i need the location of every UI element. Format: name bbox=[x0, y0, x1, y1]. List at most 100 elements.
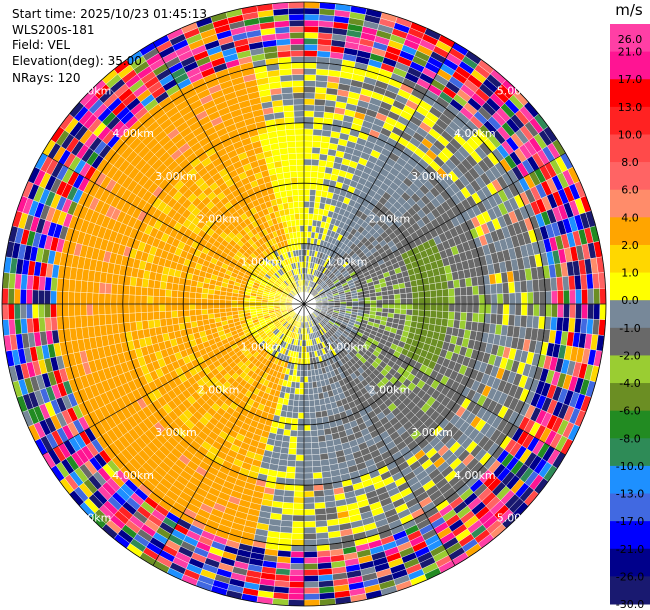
velocity-gate bbox=[195, 314, 203, 322]
velocity-gate bbox=[309, 417, 317, 425]
velocity-gate bbox=[406, 298, 413, 305]
velocity-gate bbox=[303, 496, 315, 504]
velocity-gate bbox=[520, 292, 528, 305]
velocity-gate bbox=[183, 309, 191, 317]
velocity-gate bbox=[303, 430, 312, 438]
velocity-gate bbox=[317, 429, 326, 437]
velocity-gate bbox=[98, 282, 106, 294]
velocity-gate bbox=[557, 303, 564, 318]
velocity-gate bbox=[32, 303, 39, 319]
velocity-gate bbox=[303, 370, 308, 377]
velocity-gate bbox=[134, 312, 142, 322]
velocity-gate bbox=[298, 400, 305, 407]
velocity-gate bbox=[424, 303, 431, 311]
velocity-gate bbox=[387, 294, 395, 300]
velocity-gate bbox=[581, 303, 589, 320]
velocity-gate bbox=[122, 303, 130, 314]
velocity-gate bbox=[292, 405, 299, 413]
velocity-gate bbox=[104, 313, 112, 325]
velocity-gate bbox=[313, 496, 325, 504]
velocity-gate bbox=[225, 299, 232, 305]
velocity-gate bbox=[294, 478, 305, 486]
velocity-gate bbox=[406, 303, 413, 310]
velocity-gate bbox=[177, 297, 184, 305]
velocity-gate bbox=[502, 314, 510, 326]
velocity-gate bbox=[128, 294, 136, 305]
velocity-gate bbox=[147, 311, 154, 321]
velocity-gate bbox=[303, 346, 307, 353]
velocity-gate bbox=[292, 508, 305, 516]
velocity-gate bbox=[399, 293, 407, 300]
velocity-gate bbox=[412, 303, 419, 311]
velocity-gate bbox=[411, 291, 419, 299]
velocity-gate bbox=[303, 557, 318, 564]
velocity-gate bbox=[306, 351, 310, 359]
velocity-gate bbox=[303, 460, 313, 468]
velocity-gate bbox=[307, 363, 312, 371]
velocity-gate bbox=[526, 279, 534, 293]
velocity-gate bbox=[315, 80, 328, 88]
velocity-gate bbox=[307, 369, 312, 377]
velocity-gate bbox=[1, 288, 9, 305]
velocity-gate bbox=[80, 303, 88, 316]
velocity-gate bbox=[219, 307, 227, 313]
velocity-gate bbox=[376, 303, 383, 309]
velocity-gate bbox=[411, 285, 419, 293]
velocity-gate bbox=[490, 313, 498, 325]
velocity-gate bbox=[291, 411, 299, 419]
velocity-gate bbox=[496, 283, 504, 295]
velocity-gate bbox=[460, 303, 468, 313]
velocity-gate bbox=[318, 159, 327, 167]
velocity-gate bbox=[599, 288, 607, 305]
velocity-gate bbox=[255, 303, 262, 307]
velocity-gate bbox=[243, 303, 250, 308]
velocity-gate bbox=[86, 281, 94, 294]
velocity-gate bbox=[165, 310, 172, 319]
velocity-gate bbox=[466, 294, 474, 305]
velocity-gate bbox=[282, 502, 294, 510]
velocity-gate bbox=[472, 285, 480, 296]
velocity-gate bbox=[303, 418, 311, 425]
velocity-gate bbox=[291, 527, 305, 534]
velocity-gate bbox=[520, 280, 528, 293]
velocity-gate bbox=[381, 307, 389, 313]
velocity-gate bbox=[424, 297, 431, 305]
velocity-gate bbox=[496, 303, 504, 315]
velocity-gate bbox=[19, 288, 27, 305]
velocity-gate bbox=[170, 303, 178, 312]
velocity-gate bbox=[311, 442, 320, 449]
velocity-gate bbox=[295, 448, 305, 456]
velocity-gate bbox=[478, 294, 486, 305]
velocity-gate bbox=[436, 289, 443, 298]
velocity-gate bbox=[381, 295, 389, 301]
velocity-gate bbox=[195, 292, 203, 299]
velocity-gate bbox=[316, 550, 331, 558]
velocity-gate bbox=[466, 303, 474, 314]
velocity-gate bbox=[472, 294, 480, 305]
velocity-gate bbox=[303, 587, 320, 595]
velocity-gate bbox=[171, 310, 179, 319]
velocity-gate bbox=[219, 303, 226, 309]
velocity-gate bbox=[303, 128, 314, 136]
velocity-gate bbox=[311, 159, 320, 166]
velocity-gate bbox=[80, 292, 88, 305]
velocity-gate bbox=[351, 298, 359, 302]
velocity-gate bbox=[557, 290, 564, 305]
velocity-gate bbox=[110, 313, 118, 325]
velocity-gate bbox=[303, 376, 309, 383]
velocity-gate bbox=[569, 289, 576, 305]
velocity-gate bbox=[295, 454, 305, 462]
velocity-gate bbox=[183, 291, 191, 299]
velocity-gate bbox=[207, 298, 214, 305]
velocity-gate bbox=[152, 295, 160, 305]
velocity-gate bbox=[593, 288, 601, 305]
velocity-gate bbox=[315, 74, 329, 82]
velocity-gate bbox=[303, 213, 309, 220]
velocity-gate bbox=[68, 279, 76, 293]
velocity-gate bbox=[183, 303, 190, 311]
velocity-gate bbox=[92, 303, 100, 316]
velocity-gate bbox=[293, 490, 305, 498]
velocity-gate bbox=[436, 303, 444, 312]
velocity-gate bbox=[394, 303, 401, 310]
velocity-gate bbox=[289, 569, 305, 576]
